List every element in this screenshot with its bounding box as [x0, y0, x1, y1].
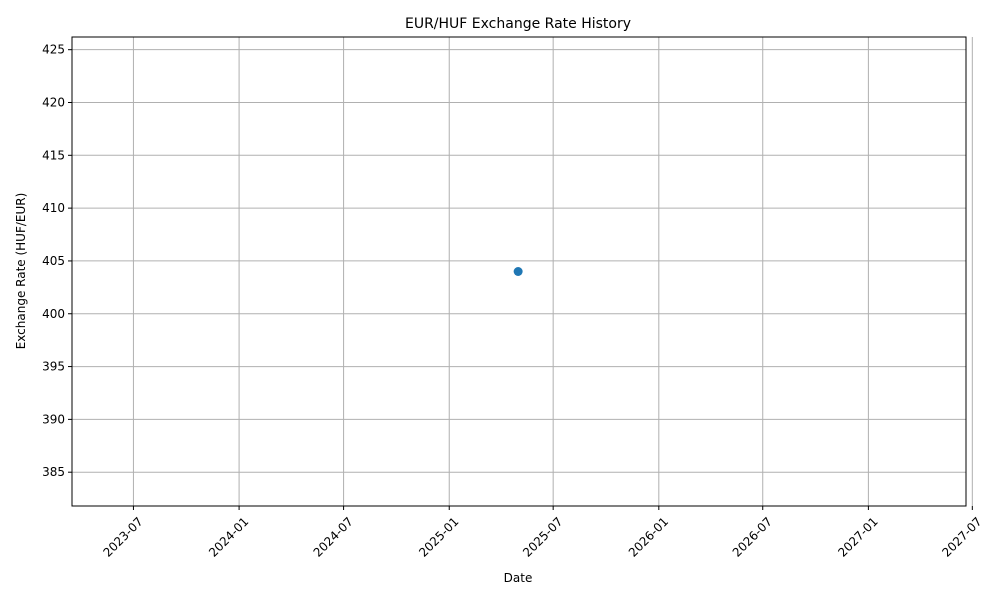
y-tick-label: 420	[42, 95, 65, 109]
y-tick-label: 425	[42, 43, 65, 57]
y-tick-label: 415	[42, 148, 65, 162]
data-point	[513, 267, 523, 276]
y-tick-label: 395	[42, 360, 65, 374]
y-axis-label: Exchange Rate (HUF/EUR)	[14, 193, 28, 350]
y-axis: 385 390 395 400 405 410 415 420 425	[42, 43, 72, 479]
y-tick-label: 405	[42, 254, 65, 268]
data-marks	[513, 267, 523, 276]
y-tick-label: 410	[42, 201, 65, 215]
chart-title: EUR/HUF Exchange Rate History	[405, 16, 631, 32]
plot-frame	[71, 36, 967, 507]
grid	[72, 37, 973, 506]
y-tick-label: 385	[42, 465, 65, 479]
y-tick-label: 390	[42, 412, 65, 426]
y-tick-label: 400	[42, 307, 65, 321]
x-axis-label: Date	[504, 571, 533, 585]
